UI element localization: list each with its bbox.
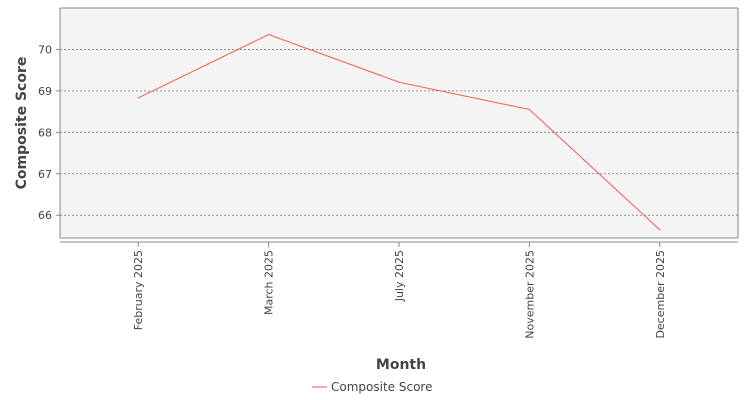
x-tick-label: July 2025 <box>393 250 406 302</box>
data-point <box>268 33 270 36</box>
y-tick-label: 66 <box>38 209 52 222</box>
x-tick-label: November 2025 <box>523 250 536 339</box>
y-tick-label: 68 <box>38 126 52 139</box>
series-layer <box>137 33 661 231</box>
x-tick-label: February 2025 <box>132 250 145 330</box>
legend-label: Composite Score <box>331 380 432 394</box>
grid-lines <box>60 49 738 216</box>
y-tick-label: 70 <box>38 43 52 56</box>
legend: Composite Score <box>312 380 432 394</box>
x-tick-label: December 2025 <box>654 250 667 339</box>
y-tick-label: 69 <box>38 85 52 98</box>
y-axis-title: Composite Score <box>14 57 30 190</box>
x-tick-label: March 2025 <box>263 250 276 315</box>
data-point <box>528 108 530 111</box>
data-point <box>137 97 139 99</box>
y-tick-label: 67 <box>38 168 52 181</box>
data-point <box>398 81 400 83</box>
data-point <box>659 229 661 231</box>
y-axis-ticks: 66 67 68 69 70 <box>38 43 60 222</box>
x-axis-title: Month <box>376 357 426 373</box>
x-axis-ticks: February 2025 March 2025 July 2025 November… <box>132 242 667 339</box>
plot-area <box>60 8 738 238</box>
